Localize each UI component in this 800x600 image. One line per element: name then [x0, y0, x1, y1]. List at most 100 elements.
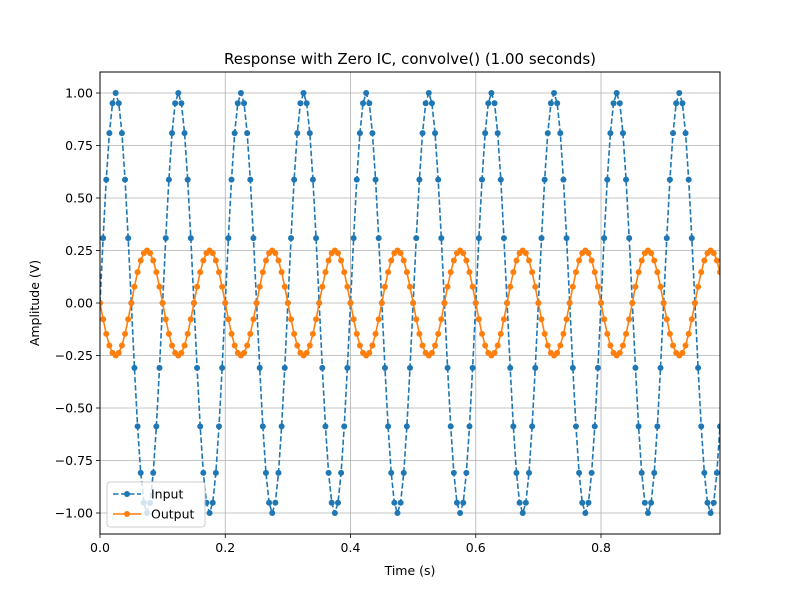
- data-point: [500, 316, 507, 323]
- data-point: [682, 130, 689, 137]
- data-point: [469, 364, 476, 371]
- data-point: [594, 283, 601, 290]
- data-point: [178, 100, 185, 107]
- data-point: [494, 130, 501, 137]
- y-tick-label: 0.50: [65, 191, 93, 206]
- data-point: [288, 235, 295, 242]
- data-point: [688, 235, 695, 242]
- data-point: [215, 269, 222, 276]
- data-point: [153, 423, 160, 430]
- data-point: [591, 269, 598, 276]
- data-point: [231, 130, 238, 137]
- data-point: [400, 257, 407, 264]
- data-point: [206, 510, 213, 516]
- data-point: [604, 176, 611, 183]
- data-point: [266, 499, 273, 506]
- x-axis: 0.0 0.2 0.4 0.6 0.8: [90, 534, 611, 555]
- data-point: [403, 423, 410, 430]
- data-point: [331, 510, 338, 516]
- data-point: [244, 342, 251, 349]
- data-point: [698, 423, 705, 430]
- data-point: [482, 342, 489, 349]
- data-point: [457, 510, 464, 516]
- data-point: [363, 90, 370, 96]
- data-point: [485, 100, 492, 107]
- data-point: [641, 499, 648, 506]
- data-point: [441, 300, 448, 306]
- data-point: [106, 342, 113, 349]
- data-point: [297, 100, 304, 107]
- data-point: [475, 316, 482, 323]
- data-point: [222, 300, 229, 306]
- chart-title: Response with Zero IC, convolve() (1.00 …: [224, 50, 596, 68]
- data-point: [588, 257, 595, 264]
- data-point: [150, 469, 157, 476]
- data-point: [259, 269, 266, 276]
- data-point: [551, 90, 558, 96]
- data-point: [281, 283, 288, 290]
- data-point: [691, 300, 698, 306]
- data-point: [194, 283, 201, 290]
- data-point: [510, 269, 517, 276]
- data-point: [607, 342, 614, 349]
- data-point: [259, 423, 266, 430]
- data-point: [244, 130, 251, 137]
- data-point: [250, 316, 257, 323]
- data-point: [316, 300, 323, 306]
- data-point: [460, 250, 467, 257]
- data-point: [500, 235, 507, 242]
- data-point: [638, 257, 645, 264]
- series-output: [100, 247, 720, 359]
- data-point: [670, 130, 677, 137]
- data-point: [169, 130, 176, 137]
- y-axis: −1.00 −0.75 −0.50 −0.25 0.00 0.25 0.50 0.75 1.00: [55, 86, 100, 521]
- y-tick-label: −1.00: [55, 506, 93, 521]
- data-point: [118, 130, 125, 137]
- data-point: [425, 90, 432, 96]
- data-point: [466, 423, 473, 430]
- data-point: [165, 330, 172, 337]
- data-point: [717, 269, 720, 276]
- data-point: [397, 250, 404, 257]
- data-point: [507, 364, 514, 371]
- data-point: [435, 330, 442, 337]
- data-point: [356, 342, 363, 349]
- data-point: [635, 269, 642, 276]
- data-point: [422, 100, 429, 107]
- data-point: [685, 330, 692, 337]
- legend-label: Input: [151, 487, 183, 502]
- data-point: [209, 499, 216, 506]
- data-point: [162, 316, 169, 323]
- data-point: [450, 257, 457, 264]
- data-point: [147, 250, 154, 257]
- data-point: [334, 250, 341, 257]
- data-point: [272, 250, 279, 257]
- data-point: [413, 316, 420, 323]
- data-point: [200, 469, 207, 476]
- data-point: [428, 349, 435, 356]
- data-point: [657, 364, 664, 371]
- data-point: [187, 316, 194, 323]
- data-point: [137, 469, 144, 476]
- y-tick-label: −0.75: [55, 453, 93, 468]
- data-point: [162, 235, 169, 242]
- data-point: [569, 283, 576, 290]
- data-point: [309, 330, 316, 337]
- data-point: [281, 364, 288, 371]
- data-point: [125, 316, 132, 323]
- data-point: [375, 235, 382, 242]
- data-point: [209, 250, 216, 257]
- data-point: [262, 469, 269, 476]
- data-point: [579, 499, 586, 506]
- data-point: [648, 499, 655, 506]
- data-point: [372, 330, 379, 337]
- legend-label: Output: [151, 507, 195, 522]
- data-point: [272, 499, 279, 506]
- data-point: [131, 283, 138, 290]
- data-point: [212, 257, 219, 264]
- data-point: [601, 235, 608, 242]
- data-point: [103, 330, 110, 337]
- data-point: [215, 423, 222, 430]
- y-axis-label: Amplitude (V): [27, 260, 42, 346]
- data-point: [663, 316, 670, 323]
